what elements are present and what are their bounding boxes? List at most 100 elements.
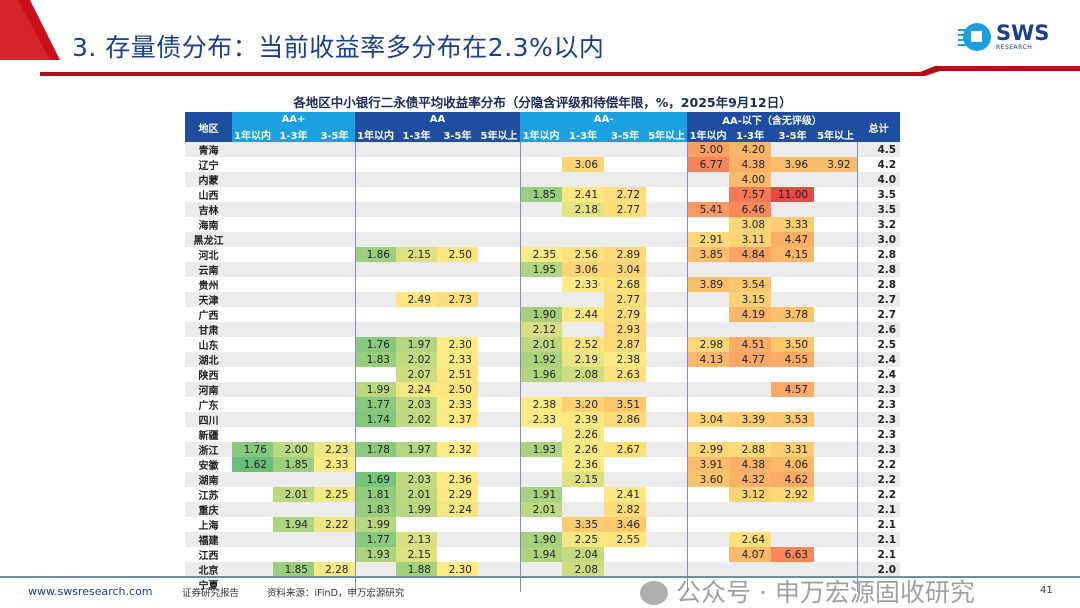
region-cell: 浙江 [185, 442, 232, 457]
yield-cell: 2.41 [604, 487, 647, 502]
empty-cell [478, 202, 521, 217]
yield-cell: 2.24 [396, 382, 437, 397]
empty-cell [478, 412, 521, 427]
yield-cell: 2.00 [273, 442, 314, 457]
yield-cell: 1.77 [354, 532, 396, 547]
yield-cell: 3.39 [729, 412, 772, 427]
empty-cell [314, 172, 355, 187]
empty-cell [232, 472, 273, 487]
empty-cell [478, 397, 520, 412]
total-cell: 2.3 [856, 382, 901, 397]
tenor-header: 5年以上 [478, 127, 521, 142]
empty-cell [437, 307, 478, 322]
yield-cell: 1.76 [354, 337, 396, 352]
total-cell: 2.2 [856, 487, 901, 502]
total-cell: 3.2 [856, 217, 901, 232]
yield-cell: 6.63 [771, 547, 815, 562]
total-cell: 2.3 [856, 412, 901, 427]
empty-cell [314, 352, 355, 367]
yield-cell: 2.50 [437, 382, 478, 397]
yield-cell: 2.03 [396, 472, 437, 487]
empty-cell [314, 307, 355, 322]
yield-cell: 2.04 [562, 547, 605, 562]
empty-cell [814, 397, 857, 412]
empty-cell [686, 562, 730, 577]
empty-cell [437, 142, 478, 157]
empty-cell [646, 547, 687, 562]
empty-cell [396, 187, 437, 202]
empty-cell [519, 457, 563, 472]
yield-cell: 2.33 [437, 397, 478, 412]
yield-cell: 2.67 [604, 442, 647, 457]
empty-cell [354, 187, 396, 202]
empty-cell [396, 457, 437, 472]
table-row: 重庆 1.83 1.99 2.24 2.01 2.82 2.1 [185, 502, 901, 517]
yield-cell: 2.01 [396, 487, 437, 502]
empty-cell [273, 277, 314, 292]
yield-cell: 1.95 [519, 262, 563, 277]
empty-cell [519, 562, 563, 577]
empty-cell [396, 202, 437, 217]
region-header: 地区 [185, 112, 232, 142]
table-row: 安徽 1.62 1.85 2.33 2.36 3.91 4.38 4.06 2.2 [185, 457, 901, 472]
empty-cell [814, 487, 857, 502]
yield-cell: 2.64 [729, 532, 772, 547]
empty-cell [273, 232, 314, 247]
empty-cell [686, 517, 730, 532]
empty-cell [519, 157, 563, 172]
empty-cell [478, 157, 520, 172]
yield-cell: 2.86 [604, 412, 647, 427]
total-cell: 2.8 [856, 247, 901, 262]
total-cell: 3.5 [856, 187, 901, 202]
empty-cell [646, 472, 688, 487]
table-row: 甘肃 2.12 2.93 2.6 [185, 322, 901, 337]
empty-cell [686, 397, 730, 412]
yield-cell: 4.38 [729, 457, 772, 472]
region-cell: 吉林 [185, 202, 232, 217]
yield-cell: 1.74 [354, 412, 396, 427]
empty-cell [814, 502, 858, 517]
yield-cell: 3.12 [729, 487, 772, 502]
empty-cell [478, 292, 521, 307]
yield-cell: 4.00 [729, 172, 772, 187]
yield-cell: 1.93 [354, 547, 396, 562]
yield-cell: 4.15 [771, 247, 815, 262]
yield-cell: 1.83 [354, 352, 396, 367]
yield-cell: 2.89 [604, 247, 647, 262]
yield-cell: 1.83 [354, 502, 396, 517]
table-row: 江苏 2.01 2.25 1.81 2.01 2.29 1.91 2.41 3.12 2.92 2.… [185, 487, 901, 502]
empty-cell [646, 502, 688, 517]
empty-cell [273, 397, 314, 412]
yield-cell: 2.30 [437, 562, 478, 577]
empty-cell [478, 427, 520, 442]
empty-cell [273, 532, 314, 547]
tenor-header: 1-3年 [729, 127, 772, 142]
yield-cell: 1.62 [232, 457, 273, 472]
empty-cell [232, 502, 273, 517]
yield-cell: 1.81 [354, 487, 396, 502]
wechat-icon [640, 581, 668, 605]
empty-cell [562, 217, 604, 232]
yield-cell: 4.38 [729, 157, 772, 172]
total-cell: 2.1 [856, 517, 901, 532]
total-cell: 2.5 [856, 337, 901, 352]
empty-cell [771, 397, 814, 412]
empty-cell [646, 427, 687, 442]
empty-cell [354, 322, 396, 337]
empty-cell [314, 322, 355, 337]
empty-cell [562, 322, 605, 337]
empty-cell [273, 382, 314, 397]
empty-cell [354, 367, 396, 382]
yield-cell: 2.18 [562, 202, 605, 217]
yield-cell: 3.78 [771, 307, 815, 322]
yield-cell: 1.90 [519, 307, 563, 322]
empty-cell [273, 172, 314, 187]
yield-cell: 2.08 [562, 562, 605, 577]
footer-site-link[interactable]: www.swsresearch.com [28, 585, 153, 598]
empty-cell [686, 187, 730, 202]
table-row: 山东 1.76 1.97 2.30 2.01 2.52 2.87 2.98 4.51 3.50 2.… [185, 337, 901, 352]
tenor-header: 1年以内 [520, 127, 563, 142]
empty-cell [604, 562, 647, 577]
yield-cell: 3.06 [562, 157, 605, 172]
yield-cell: 2.68 [604, 277, 647, 292]
